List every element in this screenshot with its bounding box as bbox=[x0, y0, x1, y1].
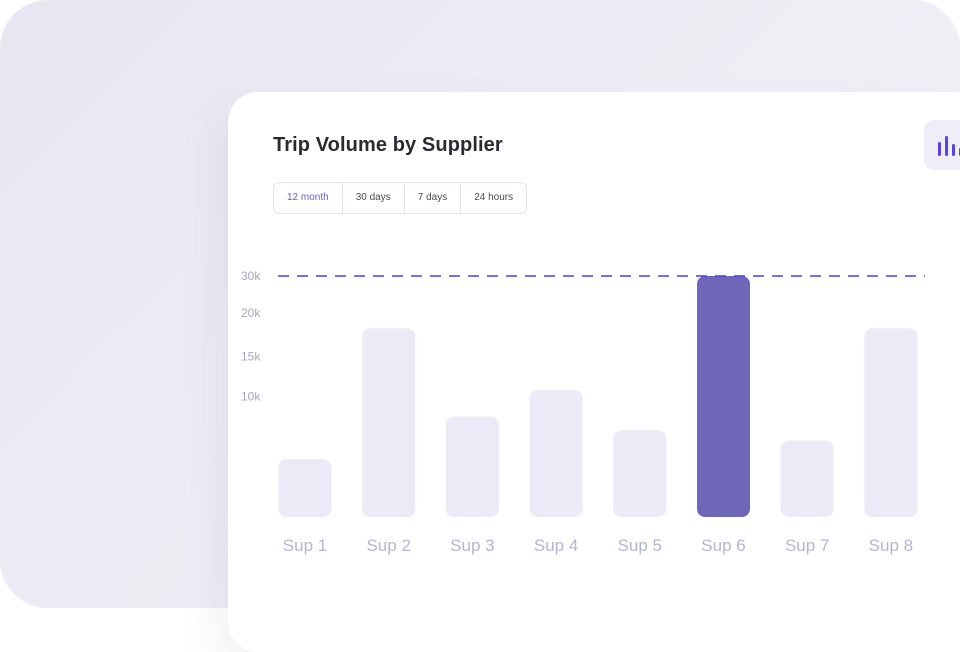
bar-chart-icon bbox=[938, 136, 960, 156]
chart-card: Trip Volume by Supplier 12 month 30 days… bbox=[228, 92, 960, 652]
tab-30-days[interactable]: 30 days bbox=[343, 183, 405, 213]
tab-7-days[interactable]: 7 days bbox=[405, 183, 462, 213]
tab-24-hours[interactable]: 24 hours bbox=[474, 192, 514, 203]
time-range-tabs: 12 month 30 days 7 days 24 hours bbox=[273, 182, 528, 214]
tab-12-month[interactable]: 12 month bbox=[274, 183, 343, 213]
chart-type-button[interactable] bbox=[924, 120, 960, 170]
chart-title: Trip Volume by Supplier bbox=[273, 134, 503, 156]
